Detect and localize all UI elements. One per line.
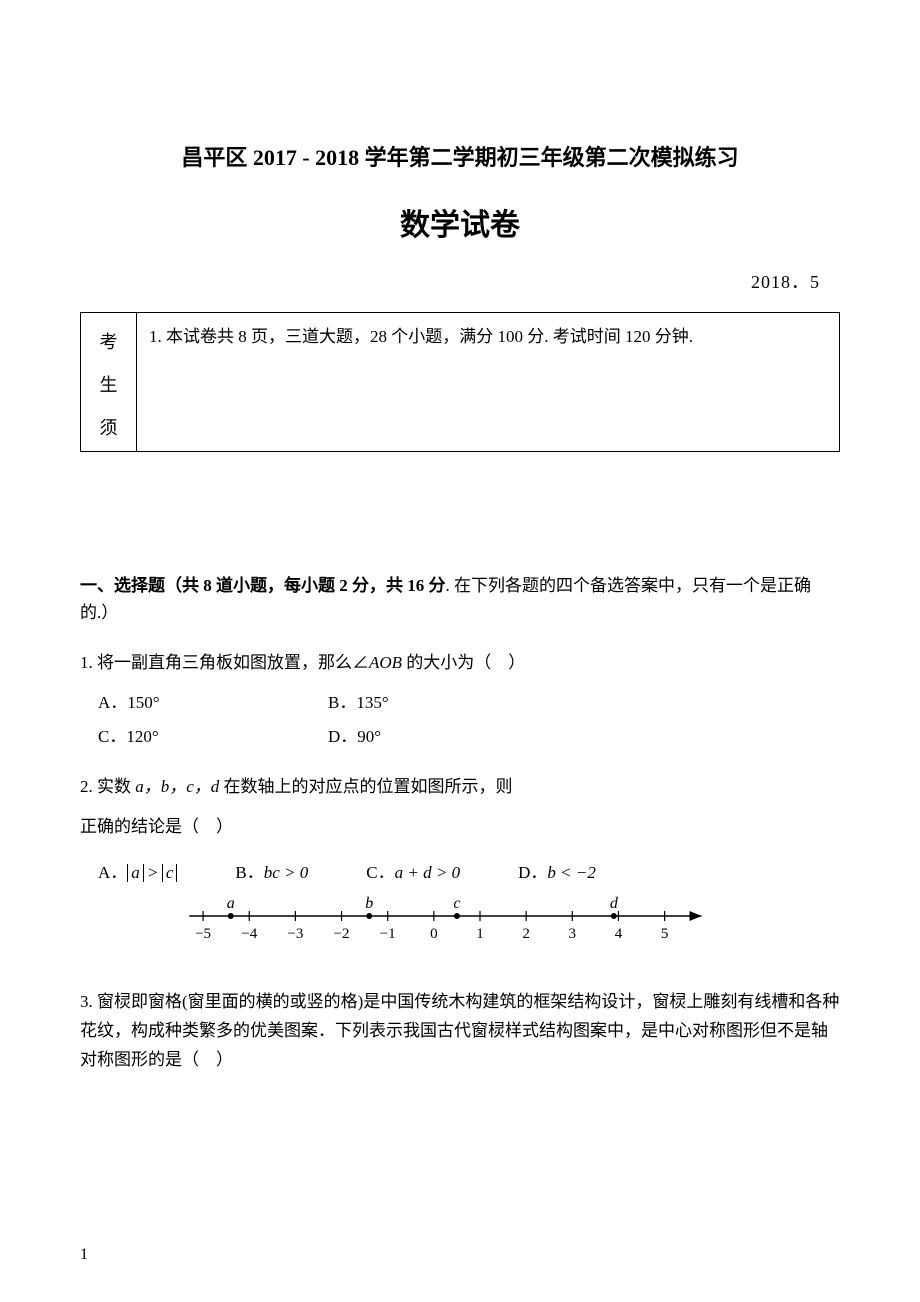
svg-text:b: b	[365, 896, 373, 912]
q2-b-pre: B．	[235, 863, 263, 882]
svg-text:c: c	[453, 896, 460, 912]
exam-date: 2018．5	[80, 268, 840, 294]
notice-box: 考 生 须 1. 本试卷共 8 页，三道大题，28 个小题，满分 100 分. …	[80, 312, 840, 452]
q1-option-b: B．135°	[328, 686, 558, 720]
q2-c-pre: C．	[366, 863, 394, 882]
svg-text:a: a	[227, 896, 235, 912]
q1-option-c: C．120°	[98, 720, 328, 754]
svg-text:−3: −3	[287, 926, 303, 942]
page-number: 1	[80, 1246, 88, 1264]
q1-option-a: A．150°	[98, 686, 328, 720]
title-sub: 数学试卷	[80, 200, 840, 244]
svg-text:4: 4	[615, 926, 623, 942]
notice-content: 1. 本试卷共 8 页，三道大题，28 个小题，满分 100 分. 考试时间 1…	[137, 313, 839, 451]
notice-char-2: 生	[100, 364, 118, 407]
q2-option-a: A．a > c	[98, 856, 177, 890]
svg-text:−5: −5	[195, 926, 211, 942]
svg-text:1: 1	[476, 926, 484, 942]
question-3: 3. 窗棂即窗格(窗里面的横的或竖的格)是中国传统木构建筑的框架结构设计，窗棂上…	[80, 988, 840, 1075]
title-main: 昌平区 2017 - 2018 学年第二学期初三年级第二次模拟练习	[80, 140, 840, 172]
q2-option-d: D．b < −2	[518, 856, 596, 890]
svg-text:−4: −4	[241, 926, 257, 942]
section-1-header: 一、选择题（共 8 道小题，每小题 2 分，共 16 分. 在下列各题的四个备选…	[80, 572, 840, 626]
notice-char-3: 须	[100, 407, 118, 450]
q1-post: 的大小为（ ）	[402, 653, 525, 672]
q2-options: A．a > c B．bc > 0 C．a + d > 0 D．b < −2	[98, 856, 840, 890]
question-2: 2. 实数 a，b，c，d 在数轴上的对应点的位置如图所示，则 正确的结论是（ …	[80, 770, 840, 958]
number-line-wrap: −5 −4 −3 −2 −1 0 1 2 3 4 5 a b c d	[180, 896, 840, 958]
svg-text:0: 0	[430, 926, 438, 942]
svg-text:−1: −1	[380, 926, 396, 942]
q2-pre: 2. 实数	[80, 777, 135, 796]
question-1: 1. 将一副直角三角板如图放置，那么∠AOB 的大小为（ ） A．150° B．…	[80, 646, 840, 754]
svg-text:−2: −2	[334, 926, 350, 942]
q1-pre: 1. 将一副直角三角板如图放置，那么∠	[80, 653, 369, 672]
q2-option-b: B．bc > 0	[235, 856, 308, 890]
svg-text:3: 3	[569, 926, 577, 942]
notice-char-1: 考	[100, 321, 118, 364]
q1-varname: AOB	[369, 653, 402, 672]
q1-text: 1. 将一副直角三角板如图放置，那么∠AOB 的大小为（ ）	[80, 646, 840, 680]
q2-a-pre: A．	[98, 863, 127, 882]
q2-vars: a，b，c，d	[135, 777, 219, 796]
q2-c-expr: a + d > 0	[395, 863, 460, 882]
notice-left-label: 考 生 须	[81, 313, 137, 451]
q2-b-expr: bc > 0	[264, 863, 309, 882]
q2-d-expr: b < −2	[547, 863, 595, 882]
svg-text:d: d	[610, 896, 619, 912]
q1-option-d: D．90°	[328, 720, 558, 754]
q2-text-line1: 2. 实数 a，b，c，d 在数轴上的对应点的位置如图所示，则	[80, 770, 840, 804]
section-1-bold: 一、选择题（共 8 道小题，每小题 2 分，共 16 分	[80, 576, 446, 595]
q2-text-line2: 正确的结论是（ ）	[80, 810, 840, 844]
q2-d-pre: D．	[518, 863, 547, 882]
q2-mid: 在数轴上的对应点的位置如图所示，则	[219, 777, 512, 796]
q2-option-c: C．a + d > 0	[366, 856, 460, 890]
svg-text:5: 5	[661, 926, 669, 942]
svg-text:2: 2	[522, 926, 530, 942]
number-line: −5 −4 −3 −2 −1 0 1 2 3 4 5 a b c d	[180, 896, 720, 946]
